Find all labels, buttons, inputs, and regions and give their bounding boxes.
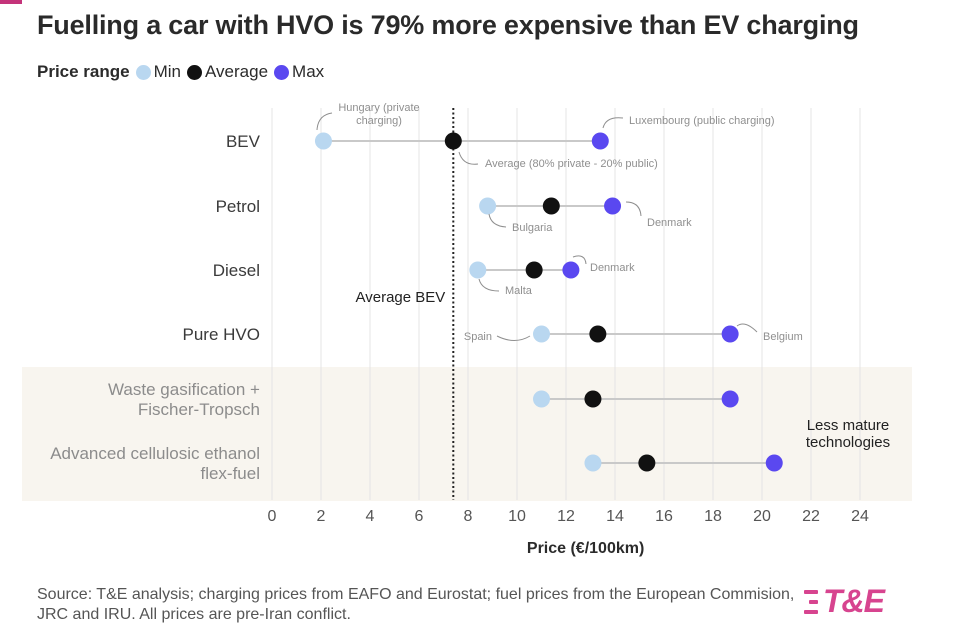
category-label: Pure HVO (183, 325, 260, 344)
reference-line-label: Average BEV (356, 289, 446, 306)
average-point (584, 390, 602, 408)
chart-title: Fuelling a car with HVO is 79% more expe… (37, 10, 859, 40)
annotation-bulgaria: Bulgaria (512, 222, 553, 234)
annotation-arrow-icon (625, 201, 642, 217)
legend-label-min: Min (153, 62, 182, 81)
max-point (721, 390, 739, 408)
x-tick-label: 0 (268, 508, 277, 525)
annotation-luxembourg: Luxembourg (public charging) (629, 115, 775, 127)
average-point (525, 261, 543, 279)
x-tick-label: 2 (317, 508, 326, 525)
min-point (533, 325, 550, 343)
min-point (479, 197, 497, 215)
x-tick-label: 20 (753, 508, 771, 525)
average-point (542, 197, 560, 215)
annotation-arrow-icon (478, 278, 500, 292)
annotation-arrow-icon (602, 117, 624, 129)
annotation-bev-average: Average (80% private - 20% public) (485, 158, 658, 170)
category-label: Petrol (216, 197, 260, 216)
max-point (721, 325, 739, 343)
annotation-arrow-icon (316, 112, 333, 131)
x-axis-title: Price (€/100km) (527, 540, 644, 557)
logo-bars-icon (804, 589, 818, 614)
x-tick-label: 12 (557, 508, 575, 525)
max-point (591, 132, 609, 150)
annotation-arrow-icon (458, 151, 479, 165)
annotation-arrow-icon (488, 213, 507, 228)
legend-title: Price range (37, 62, 130, 81)
min-point (533, 390, 550, 408)
category-label: Advanced cellulosic ethanol (50, 444, 260, 463)
x-tick-label: 18 (704, 508, 722, 525)
min-dot-icon (135, 64, 151, 80)
source-note: Source: T&E analysis; charging prices fr… (37, 586, 795, 623)
less-mature-shaded-band (22, 367, 912, 501)
x-tick-label: 10 (508, 508, 526, 525)
legend-label-average: Average (205, 62, 269, 81)
x-tick-label: 6 (415, 508, 424, 525)
legend-label-max: Max (292, 62, 325, 81)
annotation-denmark-petrol: Denmark (647, 217, 692, 229)
average-point (444, 132, 462, 150)
category-label: Waste gasification + (108, 380, 260, 399)
category-label: flex-fuel (200, 464, 260, 483)
legend-item-average: Average (185, 62, 268, 82)
legend-item-max: Max (272, 62, 324, 82)
category-label: Fischer-Tropsch (138, 400, 260, 419)
logo-text: T&E (823, 583, 885, 619)
average-point (638, 454, 656, 472)
max-dot-icon (274, 64, 290, 80)
annotation-spain: Spain (464, 331, 492, 343)
category-label: BEV (226, 132, 261, 151)
annotation-hungary: charging) (356, 115, 402, 127)
min-point (584, 454, 602, 472)
annotation-denmark-diesel: Denmark (590, 262, 635, 274)
annotation-arrow-icon (572, 255, 587, 265)
max-point (765, 454, 783, 472)
less-mature-label: technologies (806, 434, 890, 451)
x-tick-label: 4 (366, 508, 375, 525)
legend: Price range Min Average Max (37, 62, 328, 82)
min-point (314, 132, 332, 150)
average-point (589, 325, 607, 343)
less-mature-label: Less mature (807, 417, 890, 434)
category-label: Diesel (213, 261, 260, 280)
annotation-arrow-icon (496, 335, 531, 341)
x-tick-label: 8 (464, 508, 473, 525)
x-tick-label: 22 (802, 508, 820, 525)
max-point (562, 261, 580, 279)
te-logo: T&E (804, 583, 885, 620)
brand-accent-bar (0, 0, 22, 4)
annotation-malta: Malta (505, 285, 533, 297)
annotation-arrow-icon (736, 323, 758, 333)
average-dot-icon (187, 64, 203, 80)
annotation-hungary: Hungary (private (338, 102, 419, 114)
x-tick-label: 16 (655, 508, 673, 525)
annotation-belgium: Belgium (763, 331, 803, 343)
x-tick-label: 14 (606, 508, 624, 525)
x-tick-label: 24 (851, 508, 869, 525)
max-point (604, 197, 622, 215)
min-point (469, 261, 487, 279)
legend-item-min: Min (134, 62, 181, 82)
